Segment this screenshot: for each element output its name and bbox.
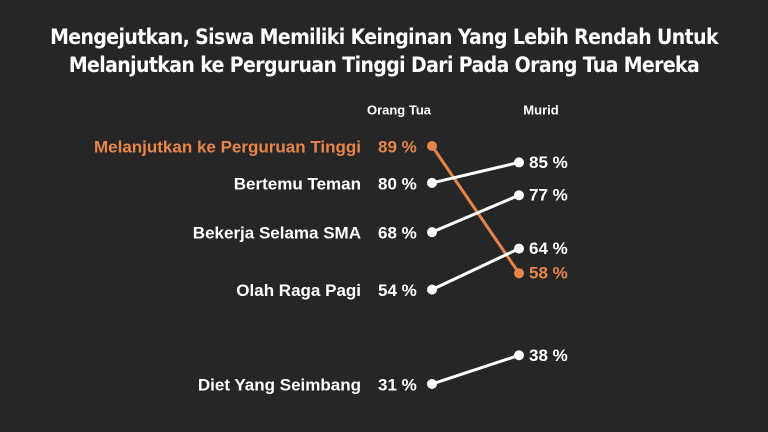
value-label: 64 % xyxy=(529,239,568,258)
dot xyxy=(514,157,524,168)
dot xyxy=(427,379,437,389)
category-label: Bertemu Teman xyxy=(234,174,361,193)
category-label: Melanjutkan ke Perguruan Tinggi xyxy=(94,137,361,156)
slope-line xyxy=(431,353,520,386)
value-label: 58 % xyxy=(529,264,568,283)
category-label: Bekerja Selama SMA xyxy=(193,224,361,243)
slope-line xyxy=(431,247,520,291)
dot xyxy=(427,227,437,238)
dot xyxy=(427,284,437,295)
slope-line xyxy=(431,193,520,234)
category-label: Diet Yang Seimbang xyxy=(198,375,361,394)
column-header: Orang Tua xyxy=(367,102,432,117)
dot xyxy=(427,177,437,188)
value-label: 77 % xyxy=(529,186,568,205)
dot xyxy=(514,190,524,201)
value-label: 89 % xyxy=(378,137,417,156)
column-header: Murid xyxy=(523,102,558,117)
dot xyxy=(514,268,524,279)
category-label: Olah Raga Pagi xyxy=(236,281,361,300)
value-label: 54 % xyxy=(378,281,417,300)
slope-line xyxy=(430,145,521,275)
chart-title: Melanjutkan ke Perguruan Tinggi Dari Pad… xyxy=(69,53,699,77)
slope-line xyxy=(431,160,520,185)
value-label: 31 % xyxy=(378,375,417,394)
chart-title: Mengejutkan, Siswa Memiliki Keinginan Ya… xyxy=(50,25,719,49)
dot xyxy=(427,141,437,151)
dot xyxy=(514,243,524,254)
value-label: 80 % xyxy=(378,174,417,193)
value-label: 68 % xyxy=(378,224,417,243)
value-label: 38 % xyxy=(529,346,568,365)
dot xyxy=(514,350,524,361)
value-label: 85 % xyxy=(529,153,568,172)
